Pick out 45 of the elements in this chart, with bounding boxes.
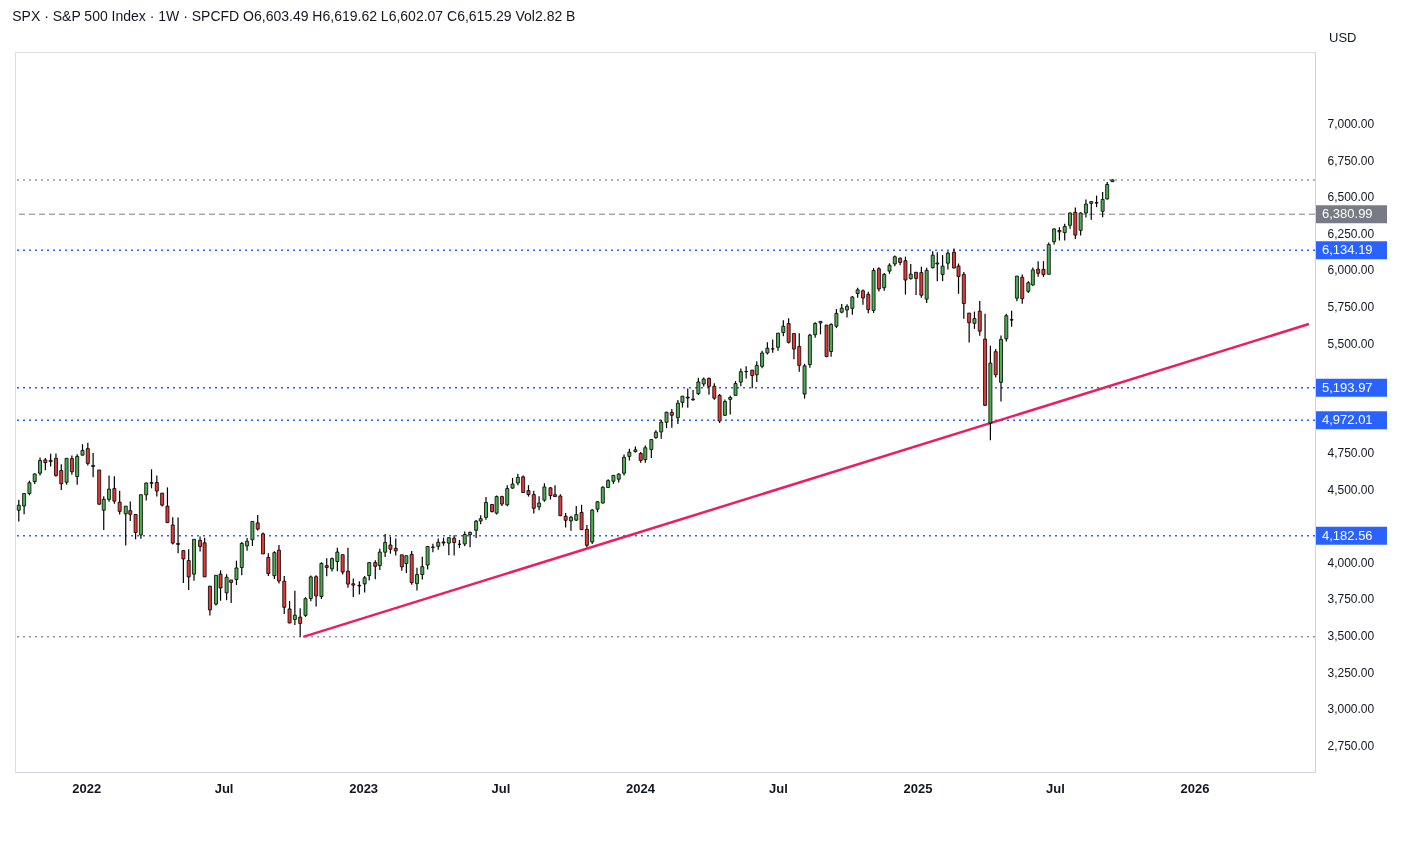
y-tick-label: 6,750.00 (1327, 153, 1375, 168)
x-tick-label: Jul (1045, 780, 1065, 796)
candlestick (117, 490, 122, 516)
y-tick-label: 6,250.00 (1327, 226, 1375, 241)
y-tick-label: 4,750.00 (1327, 446, 1375, 461)
text: USD (1329, 30, 1357, 45)
y-tick-label: 5,500.00 (1327, 336, 1375, 351)
x-tick-label: Jul (214, 780, 234, 796)
x-tick-label: 2023 (349, 780, 379, 796)
candlestick (91, 452, 96, 478)
x-tick-label: 2026 (1180, 780, 1210, 796)
y-tick-label: 3,250.00 (1327, 665, 1375, 680)
y-tick-label: 4,000.00 (1327, 555, 1375, 570)
x-tick-label: 2022 (72, 780, 102, 796)
y-tick-label: 3,750.00 (1327, 592, 1375, 607)
ref-line-label: 6,380.99 (1322, 206, 1373, 222)
candlestick (208, 585, 212, 617)
candlestick (484, 496, 488, 521)
candlestick (728, 395, 733, 416)
ref-line-label: 6,134.19 (1322, 242, 1373, 258)
y-tick-label: 4,500.00 (1327, 482, 1375, 497)
candlestick (123, 505, 128, 547)
y-tick-label: 3,500.00 (1327, 629, 1375, 644)
candlestick (649, 438, 654, 459)
y-tick-label: 6,000.00 (1327, 263, 1375, 278)
candlestick (940, 254, 945, 282)
candlestick (750, 369, 755, 389)
candlestick (935, 251, 940, 282)
candlestick (945, 250, 950, 271)
x-tick-label: 2025 (903, 780, 933, 796)
y-tick-label: 5,750.00 (1327, 299, 1375, 314)
chart-title: SPX · S&P 500 Index · 1W · SPCFD O6,603.49 H6,619.62 L6,602.07 C6,615.29 Vol2.82 B (12, 8, 576, 24)
y-tick-label: 2,750.00 (1327, 738, 1375, 753)
ref-line-label: 4,182.56 (1322, 527, 1373, 543)
ref-line-label: 5,193.97 (1322, 379, 1373, 395)
y-tick-label: 6,500.00 (1327, 190, 1375, 205)
x-tick-label: 2024 (626, 780, 656, 796)
x-tick-label: Jul (491, 780, 511, 796)
x-tick-label: Jul (769, 780, 788, 796)
candlestick (266, 552, 271, 577)
y-tick-label: 7,000.00 (1327, 117, 1375, 132)
y-tick-label: 3,000.00 (1327, 702, 1375, 717)
candlestick (272, 550, 277, 580)
candlestick (181, 549, 186, 584)
ref-line-label: 4,972.01 (1322, 412, 1373, 428)
